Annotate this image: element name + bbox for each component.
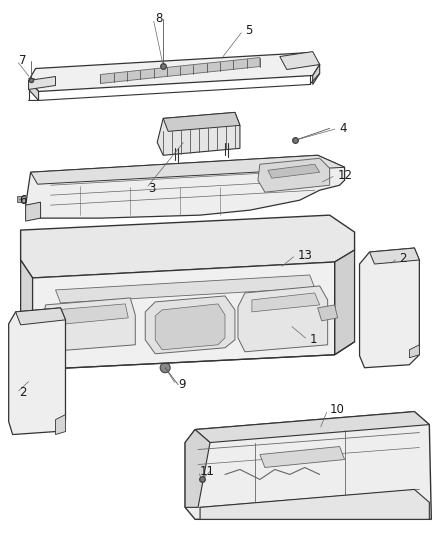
Polygon shape [185,430,210,507]
Text: 12: 12 [338,169,353,182]
FancyBboxPatch shape [230,459,238,489]
Polygon shape [258,158,330,192]
Text: 13: 13 [298,248,313,262]
Circle shape [160,363,170,373]
Polygon shape [28,80,39,100]
Text: 11: 11 [200,465,215,478]
Polygon shape [9,308,66,434]
Polygon shape [28,77,56,90]
Polygon shape [318,305,338,321]
Text: 4: 4 [339,122,347,135]
Text: 2: 2 [399,252,407,264]
Polygon shape [195,411,429,442]
Circle shape [57,327,93,363]
Circle shape [300,320,310,330]
Polygon shape [56,304,128,325]
Polygon shape [185,411,431,519]
Text: 2: 2 [19,386,26,399]
Polygon shape [25,155,345,218]
Circle shape [285,310,295,320]
FancyBboxPatch shape [60,323,75,328]
FancyBboxPatch shape [215,459,223,489]
Polygon shape [200,489,429,519]
Polygon shape [56,275,314,303]
Polygon shape [335,250,355,355]
Circle shape [386,470,422,505]
Polygon shape [238,286,328,352]
Text: 1: 1 [310,333,317,346]
Polygon shape [260,447,345,467]
Polygon shape [16,308,66,325]
FancyBboxPatch shape [66,333,81,338]
Circle shape [295,335,305,345]
Text: 9: 9 [178,378,186,391]
Ellipse shape [240,68,270,77]
Polygon shape [268,164,320,178]
Text: 5: 5 [245,24,252,37]
Polygon shape [313,64,320,84]
Polygon shape [163,112,240,131]
Text: 8: 8 [155,12,162,25]
Polygon shape [410,345,419,358]
Polygon shape [56,415,66,434]
Polygon shape [17,196,25,202]
Polygon shape [280,52,320,69]
Polygon shape [155,304,225,350]
Polygon shape [360,248,419,368]
Polygon shape [21,215,355,278]
Polygon shape [41,298,135,352]
Polygon shape [21,260,32,370]
Text: 10: 10 [330,403,345,416]
Polygon shape [100,58,260,84]
Polygon shape [28,53,320,92]
Polygon shape [31,155,345,184]
Polygon shape [32,262,335,370]
Text: 7: 7 [19,54,26,67]
Text: 6: 6 [19,193,26,207]
Polygon shape [25,202,41,221]
Polygon shape [252,293,320,312]
Polygon shape [145,296,235,354]
Polygon shape [370,248,419,264]
Text: 3: 3 [148,182,155,195]
Polygon shape [157,112,240,155]
